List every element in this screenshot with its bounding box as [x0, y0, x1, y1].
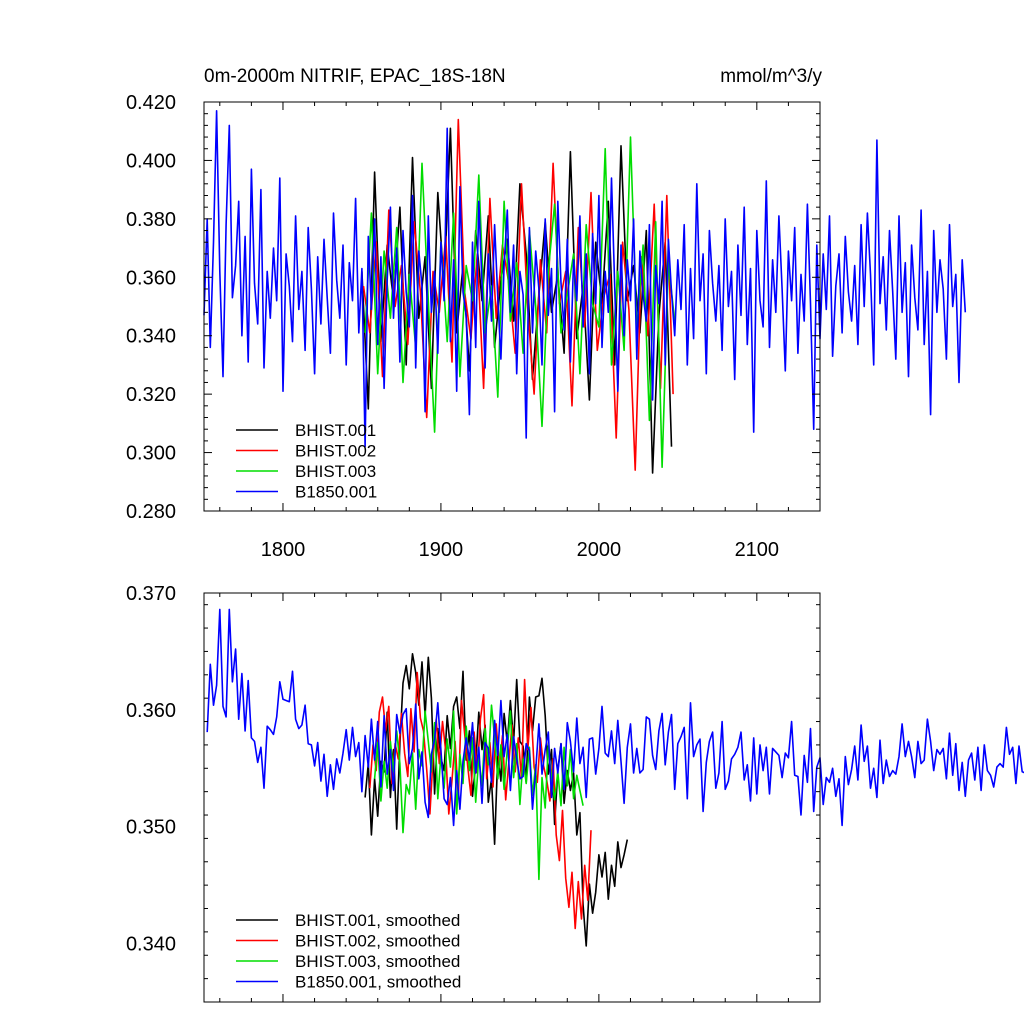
bottom-panel-series [206, 608, 1024, 947]
legend-label: B1850.001 [295, 483, 377, 502]
legend-label: BHIST.002, smoothed [295, 932, 460, 951]
y-tick-label: 0.360 [126, 700, 176, 722]
bottom-panel-legend: BHIST.001, smoothed BHIST.002, smoothedBH… [236, 911, 461, 992]
legend-label: BHIST.002 [295, 442, 376, 461]
y-tick-label: 0.340 [126, 934, 176, 956]
top-panel-units: mmol/m^3/y [720, 66, 822, 87]
y-tick-label: 0.400 [126, 150, 176, 172]
y-tick-label: 0.280 [126, 501, 176, 523]
top-panel-series [203, 110, 967, 474]
top-panel: 0m-2000m NITRIF, EPAC_18S-18N mmol/m^3/y… [126, 66, 967, 561]
series-line-b1850-001 [203, 110, 967, 448]
x-tick-label: 2100 [735, 539, 780, 561]
y-tick-label: 0.380 [126, 209, 176, 231]
y-tick-label: 0.300 [126, 443, 176, 465]
y-tick-label: 0.340 [126, 326, 176, 348]
series-line-bhist-001-smoothed [364, 652, 629, 947]
legend-label: BHIST.003, smoothed [295, 952, 460, 971]
top-panel-frame [203, 101, 821, 512]
y-tick-label: 0.370 [126, 583, 176, 605]
bottom-panel: 0.340 0.350 0.360 0.370 BHIST.001, smoothed… [126, 583, 1024, 1003]
series-line-bhist-001 [361, 127, 673, 474]
x-tick-label: 1900 [419, 539, 464, 561]
legend-label: BHIST.003 [295, 462, 376, 481]
series-line-b1850-001-smoothed [206, 608, 1024, 827]
legend-label: BHIST.001, smoothed [295, 911, 460, 930]
legend-label: B1850.001, smoothed [295, 973, 461, 992]
top-panel-title: 0m-2000m NITRIF, EPAC_18S-18N [204, 66, 506, 87]
y-tick-label: 0.320 [126, 384, 176, 406]
top-panel-ticks: 0.280 0.300 0.320 0.340 0.360 0.380 0.400 0.420… [126, 92, 821, 561]
legend-label: BHIST.001 [295, 421, 376, 440]
y-tick-label: 0.360 [126, 267, 176, 289]
series-line-bhist-002-smoothed [369, 671, 592, 930]
y-tick-label: 0.420 [126, 92, 176, 114]
y-tick-label: 0.350 [126, 817, 176, 839]
x-tick-label: 1800 [261, 539, 306, 561]
x-tick-label: 2000 [577, 539, 622, 561]
bottom-panel-ticks: 0.340 0.350 0.360 0.370 [126, 583, 821, 1003]
bottom-panel-frame [203, 592, 821, 1003]
